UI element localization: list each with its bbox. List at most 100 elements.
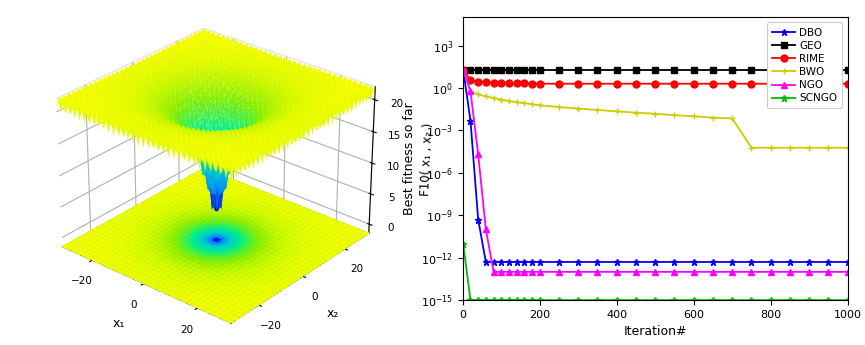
DBO [497, 260, 507, 264]
DBO [727, 260, 737, 264]
RIME [708, 82, 718, 86]
RIME [670, 82, 680, 86]
NGO [573, 270, 584, 274]
GEO [503, 68, 514, 72]
BWO [650, 112, 661, 116]
NGO [497, 270, 507, 274]
RIME [535, 82, 545, 86]
RIME [785, 82, 795, 86]
NGO [766, 270, 776, 274]
GEO [631, 68, 641, 72]
SCNGO [465, 298, 476, 302]
NGO [481, 227, 491, 231]
BWO [489, 96, 499, 100]
NGO [554, 270, 564, 274]
NGO [823, 270, 834, 274]
GEO [497, 68, 507, 72]
DBO [804, 260, 815, 264]
X-axis label: x₁: x₁ [112, 317, 125, 331]
RIME [458, 68, 468, 72]
GEO [746, 68, 757, 72]
BWO [554, 105, 564, 109]
Line: SCNGO: SCNGO [459, 240, 851, 304]
GEO [766, 68, 776, 72]
NGO [593, 270, 603, 274]
SCNGO [727, 298, 737, 302]
DBO [511, 260, 522, 264]
BWO [670, 113, 680, 117]
SCNGO [473, 298, 484, 302]
SCNGO [497, 298, 507, 302]
RIME [766, 82, 776, 86]
NGO [670, 270, 680, 274]
DBO [612, 260, 622, 264]
BWO [785, 146, 795, 150]
NGO [689, 270, 699, 274]
GEO [612, 68, 622, 72]
BWO [766, 146, 776, 150]
DBO [535, 260, 545, 264]
NGO [503, 270, 514, 274]
GEO [458, 68, 468, 72]
NGO [746, 270, 757, 274]
GEO [708, 68, 718, 72]
GEO [593, 68, 603, 72]
RIME [473, 80, 484, 84]
DBO [527, 260, 537, 264]
BWO [804, 146, 815, 150]
NGO [535, 270, 545, 274]
SCNGO [519, 298, 529, 302]
DBO [489, 260, 499, 264]
NGO [708, 270, 718, 274]
Line: NGO: NGO [459, 66, 851, 275]
NGO [489, 270, 499, 274]
DBO [670, 260, 680, 264]
RIME [612, 82, 622, 86]
BWO [823, 146, 834, 150]
NGO [785, 270, 795, 274]
DBO [843, 260, 853, 264]
BWO [473, 92, 484, 97]
DBO [746, 260, 757, 264]
SCNGO [804, 298, 815, 302]
GEO [670, 68, 680, 72]
GEO [489, 68, 499, 72]
BWO [458, 68, 468, 72]
RIME [689, 82, 699, 86]
Y-axis label: x₂: x₂ [326, 307, 339, 320]
BWO [708, 116, 718, 120]
RIME [503, 81, 514, 85]
RIME [823, 82, 834, 86]
SCNGO [650, 298, 661, 302]
Line: RIME: RIME [459, 66, 851, 87]
GEO [785, 68, 795, 72]
DBO [823, 260, 834, 264]
SCNGO [573, 298, 584, 302]
GEO [481, 68, 491, 72]
SCNGO [458, 241, 468, 246]
Line: GEO: GEO [459, 66, 851, 73]
Line: BWO: BWO [460, 67, 850, 150]
RIME [489, 80, 499, 85]
NGO [519, 270, 529, 274]
GEO [554, 68, 564, 72]
BWO [527, 102, 537, 106]
DBO [631, 260, 641, 264]
RIME [511, 81, 522, 86]
DBO [785, 260, 795, 264]
DBO [519, 260, 529, 264]
BWO [573, 107, 584, 111]
RIME [554, 82, 564, 86]
RIME [727, 82, 737, 86]
X-axis label: Iteration#: Iteration# [624, 325, 687, 338]
BWO [593, 108, 603, 112]
BWO [503, 99, 514, 103]
SCNGO [489, 298, 499, 302]
SCNGO [527, 298, 537, 302]
DBO [481, 260, 491, 264]
GEO [804, 68, 815, 72]
RIME [527, 82, 537, 86]
SCNGO [823, 298, 834, 302]
SCNGO [843, 298, 853, 302]
RIME [519, 81, 529, 86]
